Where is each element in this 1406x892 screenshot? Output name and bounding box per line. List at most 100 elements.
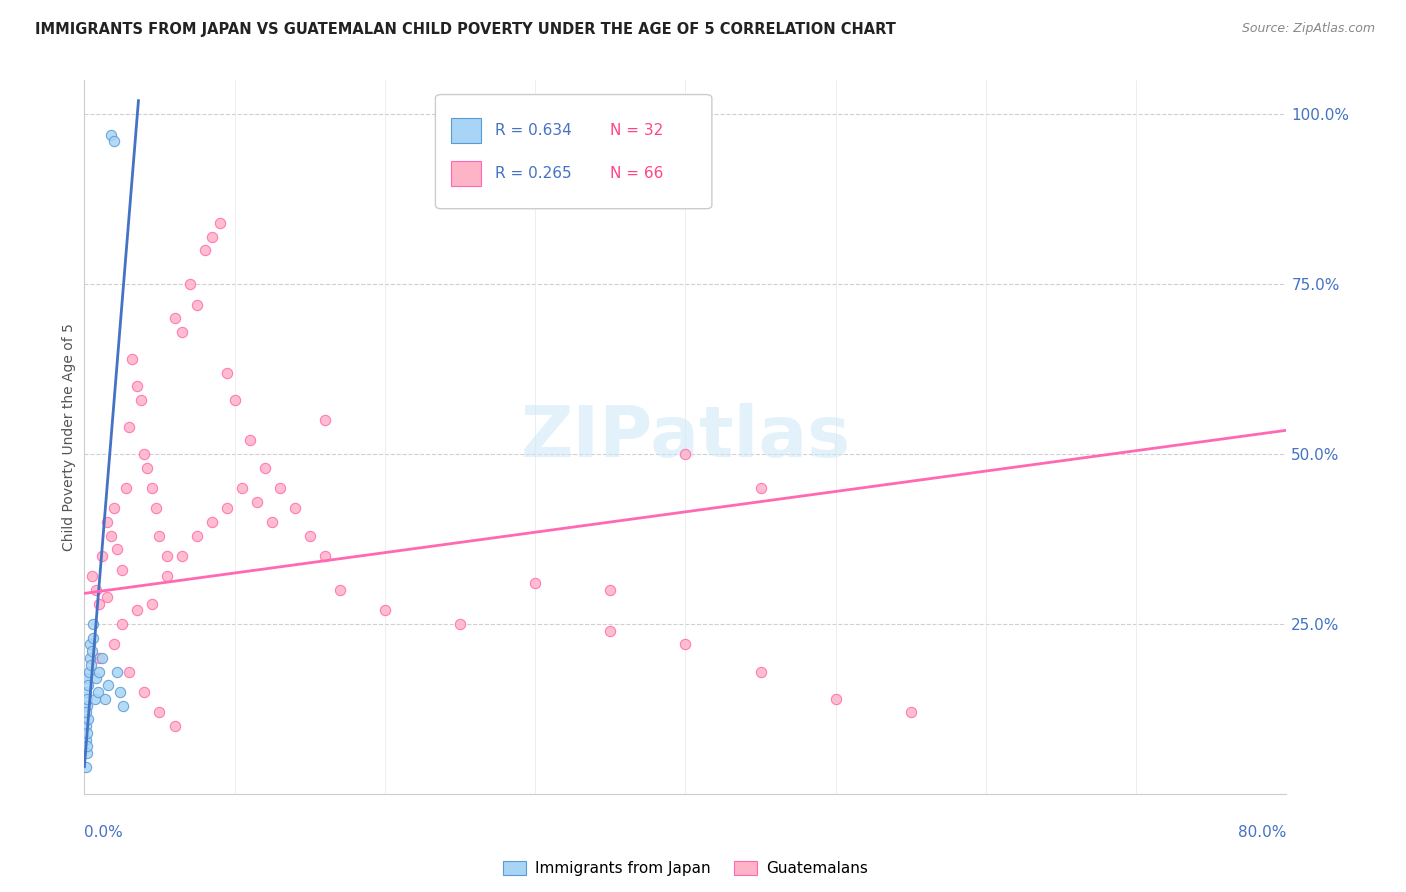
- Point: [80, 657, 103, 672]
- Point: [749, 665, 772, 679]
- Point: [77, 678, 100, 692]
- Point: [100, 128, 122, 142]
- Point: [76, 725, 98, 739]
- Point: [298, 528, 321, 542]
- Text: ZIPatlas: ZIPatlas: [520, 402, 851, 472]
- Point: [163, 311, 186, 326]
- FancyBboxPatch shape: [451, 118, 481, 143]
- Point: [110, 685, 132, 699]
- Point: [524, 576, 547, 591]
- Text: 0.0%: 0.0%: [84, 825, 124, 840]
- Point: [329, 582, 352, 597]
- Point: [79, 651, 101, 665]
- Point: [82, 631, 104, 645]
- Point: [141, 481, 163, 495]
- Point: [599, 582, 621, 597]
- Text: N = 32: N = 32: [610, 123, 664, 137]
- Point: [749, 481, 772, 495]
- Point: [217, 366, 239, 380]
- Point: [131, 392, 153, 407]
- Point: [449, 617, 471, 632]
- Point: [96, 515, 118, 529]
- Point: [97, 678, 120, 692]
- Point: [599, 624, 621, 638]
- Point: [75, 760, 97, 774]
- Text: Source: ZipAtlas.com: Source: ZipAtlas.com: [1241, 22, 1375, 36]
- Point: [121, 351, 143, 366]
- Point: [115, 481, 138, 495]
- Point: [118, 665, 141, 679]
- Point: [239, 434, 262, 448]
- Point: [231, 481, 253, 495]
- Text: 80.0%: 80.0%: [1239, 825, 1286, 840]
- Point: [75, 732, 97, 747]
- Text: R = 0.634: R = 0.634: [495, 123, 572, 137]
- Point: [100, 528, 122, 542]
- Point: [76, 739, 98, 754]
- Point: [76, 746, 98, 760]
- Y-axis label: Child Poverty Under the Age of 5: Child Poverty Under the Age of 5: [62, 323, 76, 551]
- FancyBboxPatch shape: [451, 161, 481, 186]
- Point: [186, 528, 208, 542]
- Legend: Immigrants from Japan, Guatemalans: Immigrants from Japan, Guatemalans: [498, 855, 873, 882]
- Point: [89, 665, 111, 679]
- Text: N = 66: N = 66: [610, 166, 664, 180]
- Point: [75, 671, 97, 685]
- Point: [125, 379, 148, 393]
- Point: [314, 549, 336, 563]
- Point: [89, 597, 111, 611]
- Point: [224, 392, 246, 407]
- Point: [156, 549, 179, 563]
- Point: [75, 685, 97, 699]
- Point: [76, 712, 98, 726]
- Point: [136, 460, 159, 475]
- Point: [107, 542, 129, 557]
- Point: [77, 665, 100, 679]
- Point: [96, 590, 118, 604]
- Point: [76, 691, 98, 706]
- Point: [82, 617, 104, 632]
- Point: [253, 460, 276, 475]
- Point: [111, 617, 134, 632]
- Point: [107, 665, 129, 679]
- Point: [269, 481, 291, 495]
- Point: [194, 243, 217, 257]
- Point: [94, 691, 117, 706]
- Point: [201, 229, 224, 244]
- Point: [103, 135, 125, 149]
- Point: [103, 501, 125, 516]
- Point: [148, 706, 170, 720]
- Point: [87, 685, 110, 699]
- Point: [80, 569, 103, 583]
- Point: [125, 603, 148, 617]
- Point: [86, 582, 108, 597]
- Point: [134, 685, 156, 699]
- Point: [246, 494, 269, 508]
- Point: [675, 447, 697, 461]
- Point: [75, 706, 97, 720]
- Point: [86, 671, 108, 685]
- Point: [186, 297, 208, 311]
- Point: [148, 528, 170, 542]
- Point: [163, 719, 186, 733]
- Point: [145, 501, 167, 516]
- Point: [83, 691, 105, 706]
- Point: [103, 637, 125, 651]
- Point: [314, 413, 336, 427]
- Text: R = 0.265: R = 0.265: [495, 166, 572, 180]
- Point: [217, 501, 239, 516]
- Point: [284, 501, 307, 516]
- Point: [824, 691, 846, 706]
- Point: [91, 549, 114, 563]
- Point: [134, 447, 156, 461]
- FancyBboxPatch shape: [436, 95, 711, 209]
- Point: [900, 706, 922, 720]
- Point: [118, 420, 141, 434]
- Point: [80, 644, 103, 658]
- Point: [89, 651, 111, 665]
- Point: [79, 637, 101, 651]
- Point: [111, 563, 134, 577]
- Point: [201, 515, 224, 529]
- Point: [170, 325, 193, 339]
- Text: IMMIGRANTS FROM JAPAN VS GUATEMALAN CHILD POVERTY UNDER THE AGE OF 5 CORRELATION: IMMIGRANTS FROM JAPAN VS GUATEMALAN CHIL…: [35, 22, 896, 37]
